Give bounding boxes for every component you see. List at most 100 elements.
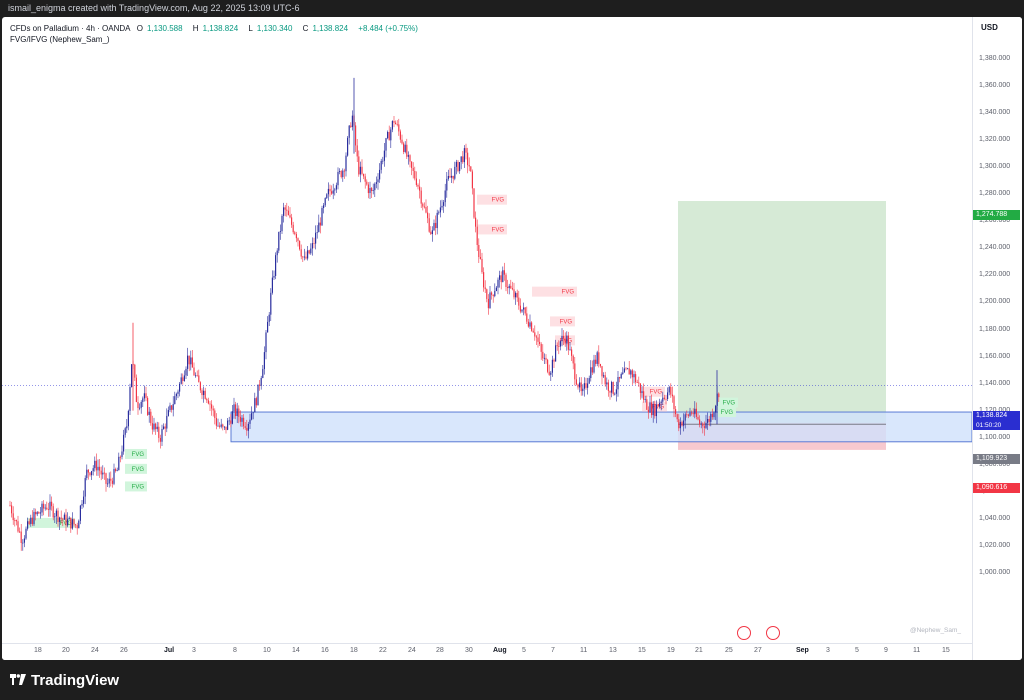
candle-body xyxy=(647,409,649,413)
chart-panel[interactable]: FVGFVGFVGFVGFVGFVGFVGFVGFVGFVGFVGFVGFVG … xyxy=(2,17,1022,660)
candle-body xyxy=(105,473,107,484)
currency-label[interactable]: USD xyxy=(981,23,998,32)
indicator-label[interactable]: FVG/IFVG (Nephew_Sam_) xyxy=(10,35,110,44)
candle-body xyxy=(246,427,248,431)
candle-body xyxy=(215,418,217,426)
caption-text: ismail_enigma created with TradingView.c… xyxy=(8,3,300,13)
candle-body xyxy=(118,456,120,471)
low-label: L xyxy=(248,24,253,33)
candle-body xyxy=(476,226,478,245)
fvg-label: FVG xyxy=(562,290,575,296)
us-flag-event-icon[interactable] xyxy=(737,626,751,640)
candle-body xyxy=(590,367,592,379)
candle-body xyxy=(539,341,541,345)
fvg-box xyxy=(125,481,147,492)
fvg-label: FVG xyxy=(560,319,573,325)
candle-body xyxy=(161,429,163,442)
candle-body xyxy=(555,345,557,362)
candle-body xyxy=(502,270,504,283)
candle-body xyxy=(603,375,605,377)
candle-body xyxy=(662,397,664,402)
candle-body xyxy=(155,423,157,430)
plot-area[interactable]: FVGFVGFVGFVGFVGFVGFVGFVGFVGFVGFVGFVGFVG … xyxy=(2,17,973,660)
candle-body xyxy=(414,170,416,179)
candle-body xyxy=(524,307,526,314)
candle-body xyxy=(196,375,198,377)
candle-body xyxy=(300,249,302,257)
candle-body xyxy=(164,426,166,429)
symbol-label[interactable]: CFDs on Palladium · 4h · OANDA xyxy=(10,24,131,33)
candlestick-chart[interactable]: FVGFVGFVGFVGFVGFVGFVGFVGFVGFVGFVGFVGFVG xyxy=(2,17,973,643)
candle-body xyxy=(79,505,81,521)
fvg-label: FVG xyxy=(652,405,665,411)
candle-body xyxy=(540,344,542,352)
footer-bar xyxy=(0,660,1024,700)
candle-body xyxy=(689,412,691,416)
candle-body xyxy=(572,355,574,364)
candle-body xyxy=(375,182,377,184)
time-axis[interactable]: 18 20 24 26 Jul 3 8 10 14 16 18 22 24 28 30 Aug 5 7 11 13 15… xyxy=(2,643,972,660)
candle-body xyxy=(121,451,123,457)
candle-body xyxy=(107,483,109,485)
candle-body xyxy=(422,203,424,207)
candle-body xyxy=(470,166,472,172)
candle-body xyxy=(23,538,25,543)
candle-body xyxy=(331,191,333,194)
candle-body xyxy=(371,188,373,191)
candle-body xyxy=(190,357,192,365)
candle-body xyxy=(643,391,645,400)
candle-body xyxy=(710,413,712,422)
candle-body xyxy=(499,275,501,280)
candle-body xyxy=(403,143,405,152)
candle-body xyxy=(291,217,293,225)
candle-body xyxy=(183,375,185,381)
price-axis[interactable]: USD 1,380.000 1,360.000 1,340.000 1,320.000… xyxy=(972,17,1022,660)
candle-body xyxy=(179,383,181,392)
candle-body xyxy=(150,411,152,424)
candle-body xyxy=(139,407,141,409)
candle-body xyxy=(198,375,200,383)
us-flag-event-icon[interactable] xyxy=(766,626,780,640)
candle-body xyxy=(174,396,176,405)
candle-body xyxy=(335,185,337,190)
target-zone xyxy=(678,201,886,423)
candle-body xyxy=(713,412,715,418)
candle-body xyxy=(398,124,400,132)
candle-body xyxy=(31,517,33,525)
time-tick-label: 20 xyxy=(62,647,70,654)
candle-body xyxy=(659,402,661,407)
candle-body xyxy=(316,232,318,233)
time-tick-label: 10 xyxy=(263,647,271,654)
candle-body xyxy=(630,370,632,375)
price-tick-label: 1,360.000 xyxy=(979,82,1011,90)
candle-body xyxy=(492,294,494,297)
candle-body xyxy=(169,405,171,411)
candle-body xyxy=(443,202,445,206)
time-tick-label: 28 xyxy=(436,647,444,654)
fvg-box xyxy=(125,463,147,474)
candle-body xyxy=(558,346,560,347)
candle-body xyxy=(415,178,417,185)
candle-body xyxy=(663,397,665,399)
time-tick-label: 15 xyxy=(942,647,950,654)
candle-body xyxy=(347,137,349,156)
candle-body xyxy=(311,243,313,249)
tradingview-brand: TradingView xyxy=(31,672,120,689)
stop-price-tag: 1,090.616 xyxy=(973,483,1020,493)
candle-body xyxy=(123,434,125,452)
candle-body xyxy=(593,359,595,373)
candle-body xyxy=(455,161,457,167)
candle-body xyxy=(235,404,237,417)
candle-body xyxy=(587,383,589,388)
candle-body xyxy=(460,156,462,163)
candle-body xyxy=(588,378,590,384)
candle-body xyxy=(639,383,641,393)
candle-body xyxy=(406,144,408,157)
candle-body xyxy=(273,275,275,278)
time-tick-label: Sep xyxy=(796,647,809,654)
candle-body xyxy=(172,404,174,410)
candle-body xyxy=(364,176,366,182)
author-watermark: @Nephew_Sam_ xyxy=(910,627,962,634)
candle-body xyxy=(206,398,208,401)
candle-body xyxy=(670,386,672,395)
